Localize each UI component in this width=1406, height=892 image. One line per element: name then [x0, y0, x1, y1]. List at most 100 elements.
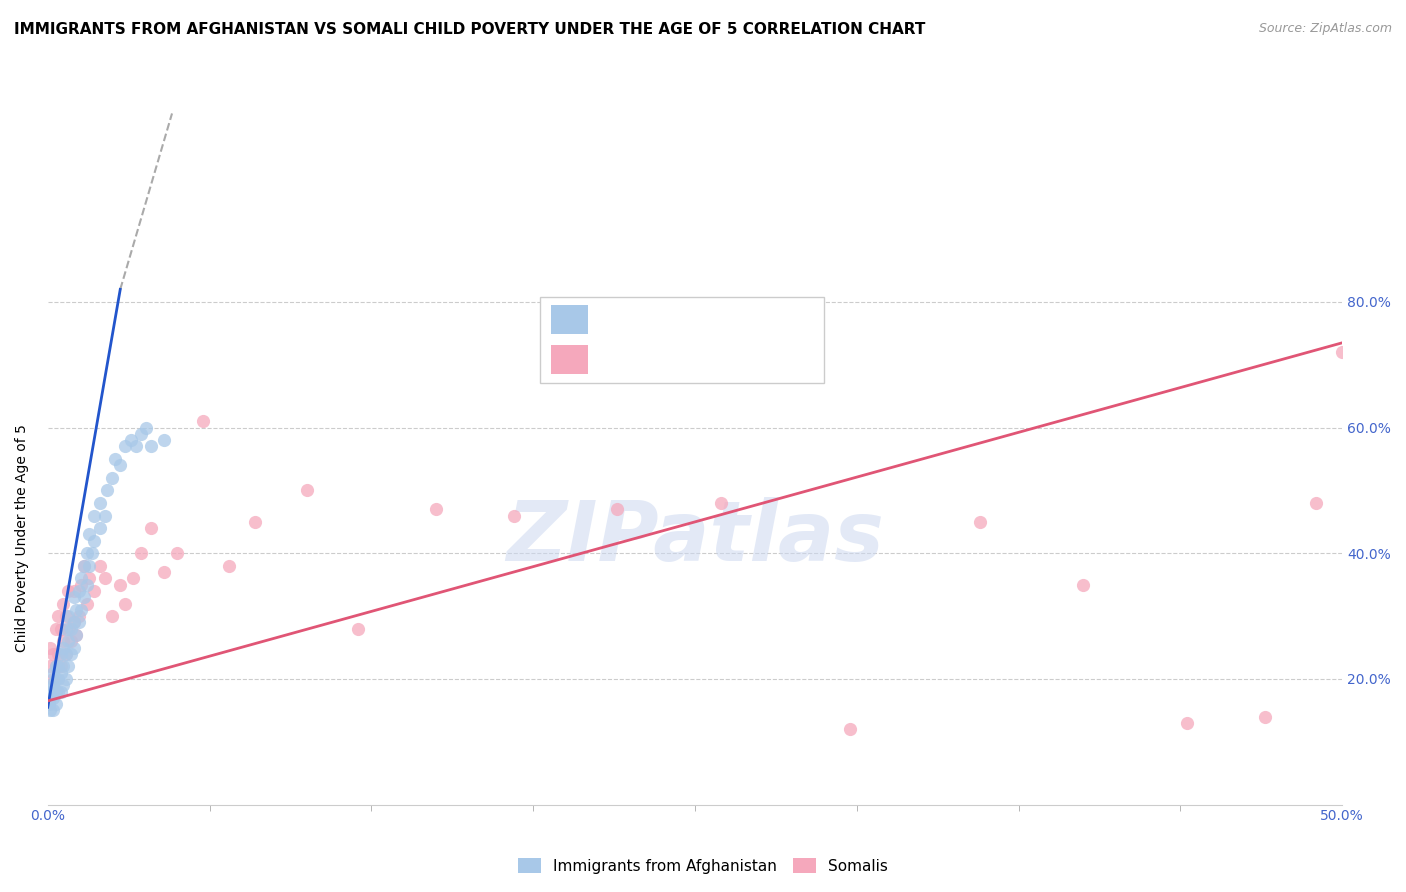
Point: [62, 591, 84, 605]
Legend: Immigrants from Afghanistan, Somalis: Immigrants from Afghanistan, Somalis: [512, 852, 894, 880]
Point: [110, 577, 132, 591]
Point: [52, 640, 75, 655]
Point: [49, 622, 72, 636]
Point: [55, 647, 77, 661]
Point: [39, 659, 62, 673]
Point: [73, 558, 96, 573]
Point: [60, 634, 83, 648]
Point: [46, 647, 69, 661]
Point: [76, 597, 98, 611]
Point: [46, 672, 69, 686]
Point: [49, 659, 72, 673]
Point: [104, 452, 127, 467]
Point: [60, 647, 83, 661]
Point: [70, 603, 93, 617]
Point: [191, 414, 214, 428]
Point: [153, 433, 176, 447]
Y-axis label: Child Poverty Under the Age of 5: Child Poverty Under the Age of 5: [15, 424, 30, 651]
Point: [60, 622, 83, 636]
Point: [67, 609, 90, 624]
Point: [101, 471, 124, 485]
Point: [42, 690, 65, 705]
Point: [77, 527, 100, 541]
Point: [46, 609, 69, 624]
Point: [295, 483, 318, 498]
Point: [58, 609, 80, 624]
Point: [425, 502, 447, 516]
Point: [1175, 715, 1198, 730]
Point: [65, 628, 87, 642]
Point: [52, 634, 75, 648]
Point: [1331, 345, 1354, 359]
Point: [42, 672, 65, 686]
Point: [80, 546, 103, 560]
Point: [141, 440, 163, 454]
Point: [62, 640, 84, 655]
Point: [52, 659, 75, 673]
Point: [55, 622, 77, 636]
Point: [65, 628, 87, 642]
Point: [52, 678, 75, 692]
Point: [73, 591, 96, 605]
Point: [76, 546, 98, 560]
Point: [55, 647, 77, 661]
Point: [114, 597, 136, 611]
Point: [52, 597, 75, 611]
Point: [110, 458, 132, 473]
Point: [39, 690, 62, 705]
Point: [44, 659, 66, 673]
Point: [89, 558, 111, 573]
Point: [1305, 496, 1327, 510]
Point: [83, 508, 105, 523]
Text: ZIPatlas: ZIPatlas: [506, 497, 884, 578]
Point: [46, 659, 69, 673]
Point: [65, 603, 87, 617]
Point: [120, 433, 142, 447]
Point: [502, 508, 524, 523]
Text: Source: ZipAtlas.com: Source: ZipAtlas.com: [1258, 22, 1392, 36]
Point: [1253, 709, 1275, 723]
Point: [606, 502, 628, 516]
Point: [39, 678, 62, 692]
Point: [114, 440, 136, 454]
Point: [67, 615, 90, 630]
Point: [55, 609, 77, 624]
Point: [44, 659, 66, 673]
Point: [42, 665, 65, 680]
Text: IMMIGRANTS FROM AFGHANISTAN VS SOMALI CHILD POVERTY UNDER THE AGE OF 5 CORRELATI: IMMIGRANTS FROM AFGHANISTAN VS SOMALI CH…: [14, 22, 925, 37]
Point: [58, 659, 80, 673]
Point: [166, 546, 188, 560]
Point: [125, 440, 148, 454]
Point: [62, 584, 84, 599]
Point: [141, 521, 163, 535]
Point: [70, 571, 93, 585]
Point: [243, 515, 266, 529]
Point: [135, 420, 157, 434]
Point: [55, 672, 77, 686]
Point: [46, 684, 69, 698]
Point: [122, 571, 145, 585]
Point: [73, 558, 96, 573]
Point: [58, 634, 80, 648]
Point: [129, 426, 152, 441]
Point: [58, 584, 80, 599]
Point: [39, 703, 62, 717]
Point: [70, 577, 93, 591]
Point: [38, 697, 60, 711]
Point: [1073, 577, 1095, 591]
Point: [62, 615, 84, 630]
Point: [39, 684, 62, 698]
Point: [96, 483, 118, 498]
Point: [44, 684, 66, 698]
Point: [49, 684, 72, 698]
Point: [58, 622, 80, 636]
Point: [39, 640, 62, 655]
Point: [83, 584, 105, 599]
Point: [839, 723, 862, 737]
Point: [218, 558, 240, 573]
Point: [49, 647, 72, 661]
Point: [710, 496, 733, 510]
Point: [49, 665, 72, 680]
Point: [67, 584, 90, 599]
Point: [153, 565, 176, 579]
